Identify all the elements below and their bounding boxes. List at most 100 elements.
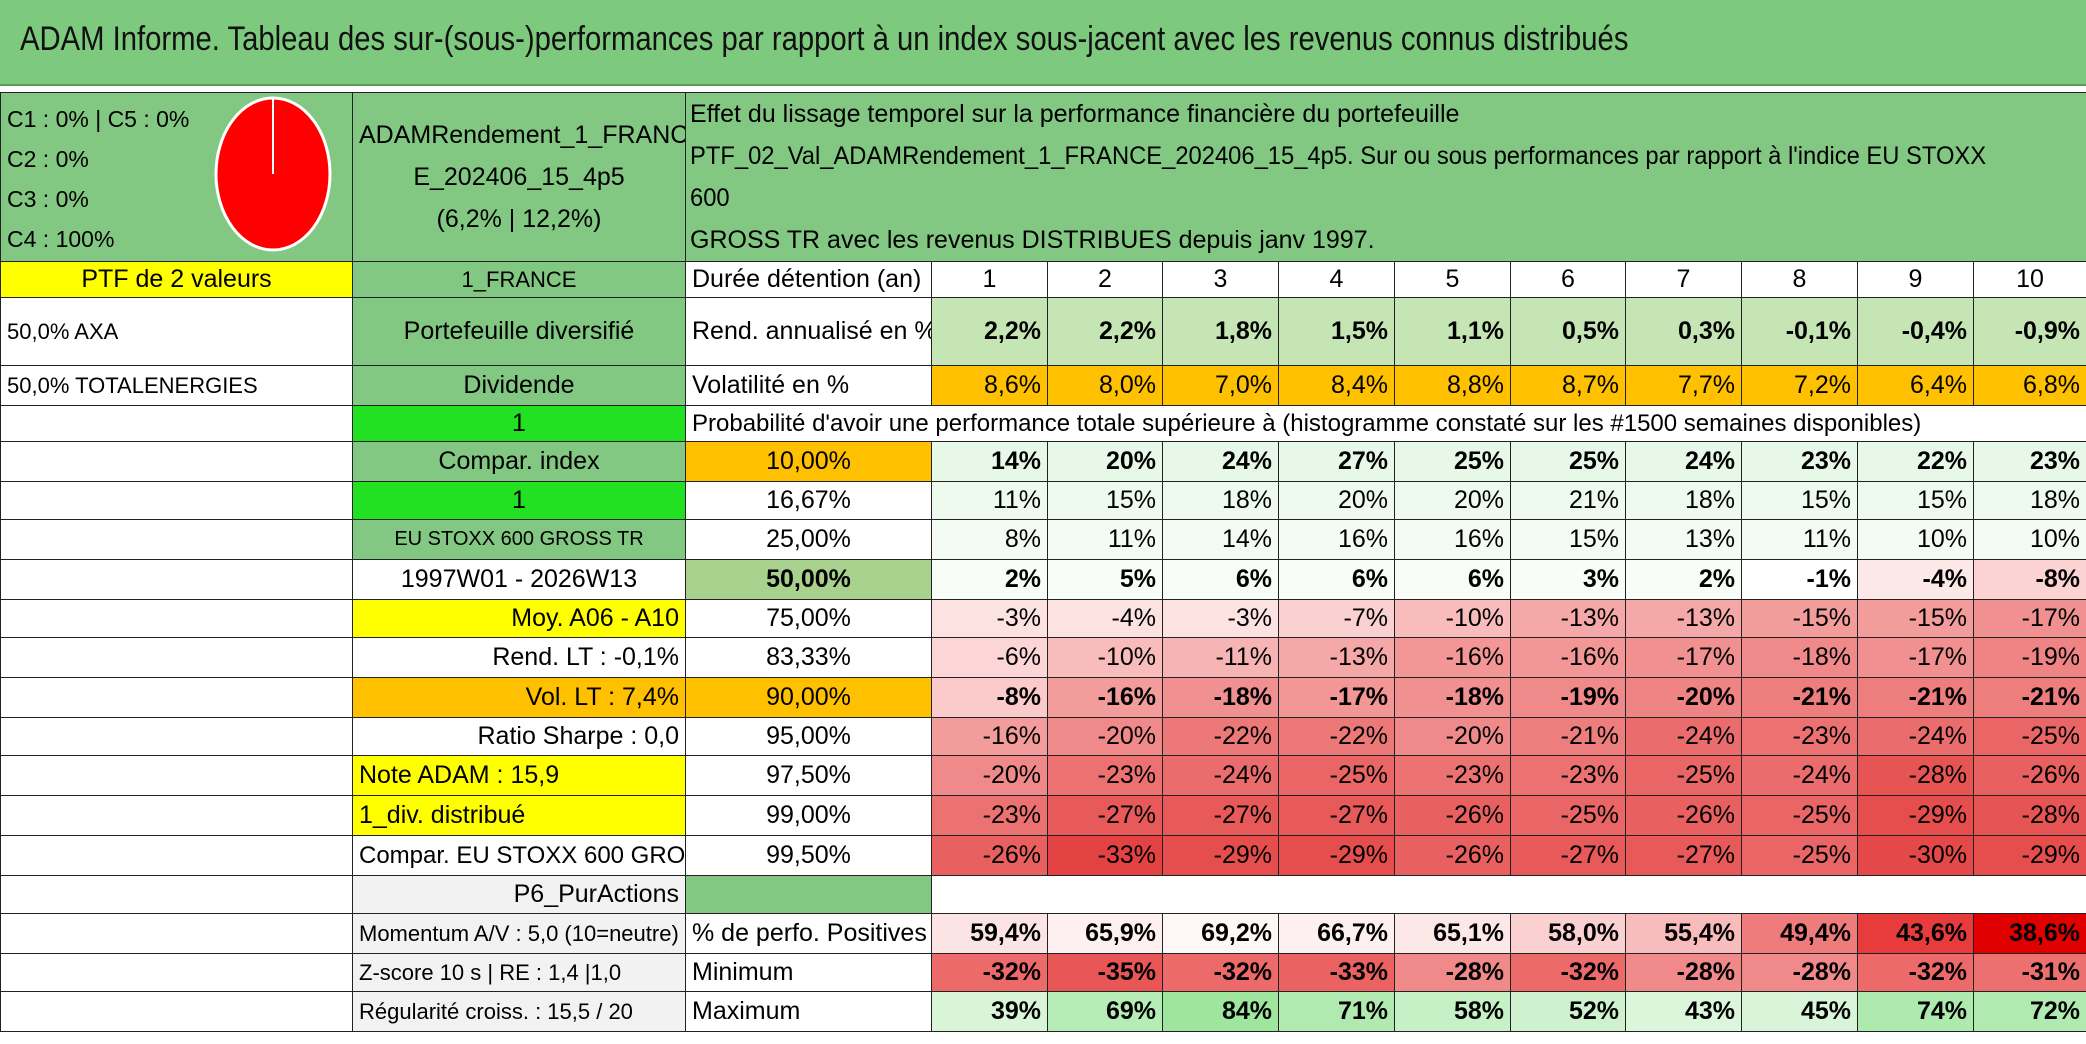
min-value: -35% [1047,953,1163,992]
min-value: -28% [1741,953,1858,992]
quantile-value: -22% [1162,717,1279,756]
p6-label: P6_PurActions [352,875,686,914]
empty-cell [0,875,353,914]
quantile-value: -18% [1741,637,1858,678]
vol-value: 7,7% [1625,365,1742,406]
quantile-value: -25% [1973,717,2086,756]
quantile-row: Note ADAM : 15,9 97,50% -20% -23% -24% -… [0,755,2086,796]
quantile-value: -23% [1394,755,1511,796]
portfolio-name-line3: (6,2% | 12,2%) [436,205,602,233]
quantile-value: 24% [1625,441,1742,482]
max-value: 45% [1741,991,1858,1032]
composition-line: C3 : 0% [7,186,89,212]
portfolio-type: Portefeuille diversifié [352,297,686,366]
quantile-value: 20% [1047,441,1163,482]
max-value: 58% [1394,991,1511,1032]
empty-cell [0,991,353,1032]
empty-green-cell [685,875,932,914]
pos-value: 38,6% [1973,913,2086,954]
quantile-value: -29% [1973,835,2086,876]
rend-value: 1,8% [1162,297,1279,366]
selector-1[interactable]: 1 [352,405,686,442]
quantile-value: -28% [1857,755,1974,796]
max-value: 84% [1162,991,1279,1032]
quantile-value: -29% [1162,835,1279,876]
quantile-label: 16,67% [685,481,932,520]
duration-9: 9 [1857,261,1974,298]
income-type: Dividende [352,365,686,406]
quantile-value: -27% [1625,835,1742,876]
effect-line3: GROSS TR avec les revenus DISTRIBUES dep… [690,226,1375,254]
quantile-value: -26% [1394,835,1511,876]
quantile-value: -13% [1510,599,1626,638]
quantile-value: -20% [1394,717,1511,756]
note-adam-label: Note ADAM : 15,9 [352,755,686,796]
performance-grid: C1 : 0% | C5 : 0% C2 : 0% C3 : 0% C4 : 1… [0,92,2086,1032]
quantile-value: -18% [1394,677,1511,718]
empty-cell [0,835,353,876]
quantile-label: 25,00% [685,519,932,560]
duration-5: 5 [1394,261,1511,298]
quantile-value: -18% [1162,677,1279,718]
quantile-label: 99,00% [685,795,932,836]
quantile-value: -4% [1857,559,1974,600]
quantile-value: 8% [931,519,1048,560]
quantile-value: 14% [1162,519,1279,560]
vol-lt-label: Vol. LT : 7,4% [352,677,686,718]
quantile-value: -26% [931,835,1048,876]
quantile-value: 15% [1510,519,1626,560]
quantile-value: 18% [1162,481,1279,520]
vol-value: 8,8% [1394,365,1511,406]
quantile-value: -6% [931,637,1048,678]
min-value: -32% [1857,953,1974,992]
duration-label: Durée détention (an) [685,261,932,298]
quantile-value: 6% [1278,559,1395,600]
composition-cell: C1 : 0% | C5 : 0% C2 : 0% C3 : 0% C4 : 1… [0,92,353,262]
rend-value: 2,2% [1047,297,1163,366]
pos-value: 43,6% [1857,913,1974,954]
quantile-value: -15% [1857,599,1974,638]
duration-2: 2 [1047,261,1163,298]
empty-cell [0,637,353,678]
rend-value: 1,5% [1278,297,1395,366]
compar-long-label: Compar. EU STOXX 600 GROSS TR [352,835,686,876]
pos-value: 49,4% [1741,913,1858,954]
max-value: 39% [931,991,1048,1032]
quantile-value: -29% [1278,835,1395,876]
selector-2[interactable]: 1 [352,481,686,520]
vol-value: 7,2% [1741,365,1858,406]
quantile-value: -25% [1625,755,1742,796]
quantile-value: 6% [1162,559,1279,600]
pos-value: 65,1% [1394,913,1511,954]
quantile-value: -4% [1047,599,1163,638]
effect-line2: PTF_02_Val_ADAMRendement_1_FRANCE_202406… [690,142,1987,212]
quantile-value: -26% [1973,755,2086,796]
quantile-value: -21% [1973,677,2086,718]
quantile-value: -27% [1510,835,1626,876]
composition-line: C2 : 0% [7,146,89,172]
quantile-value: 3% [1510,559,1626,600]
quantile-value: 22% [1857,441,1974,482]
quantile-value: -3% [931,599,1048,638]
vol-value: 8,7% [1510,365,1626,406]
min-value: -33% [1278,953,1395,992]
min-value: -32% [1162,953,1279,992]
rend-label: Rend. annualisé en % [685,297,932,366]
quantile-value: -16% [1394,637,1511,678]
quantile-value: -23% [1510,755,1626,796]
quantile-value: 16% [1394,519,1511,560]
quantile-value: -10% [1394,599,1511,638]
effect-line1: Effet du lissage temporel sur la perform… [690,100,1460,128]
prob-header-row: 1 Probabilité d'avoir une performance to… [0,405,2086,442]
quantile-value: -7% [1278,599,1395,638]
quantile-value: 24% [1162,441,1279,482]
index-name: EU STOXX 600 GROSS TR [352,519,686,560]
empty-cell [0,441,353,482]
quantile-value: -17% [1625,637,1742,678]
quantile-value: -21% [1741,677,1858,718]
quantile-value: -16% [931,717,1048,756]
effect-description-cell: Effet du lissage temporel sur la perform… [685,92,2086,262]
empty-cell [0,953,353,992]
positives-row: Momentum A/V : 5,0 (10=neutre) % de perf… [0,913,2086,954]
quantile-value: -20% [1625,677,1742,718]
